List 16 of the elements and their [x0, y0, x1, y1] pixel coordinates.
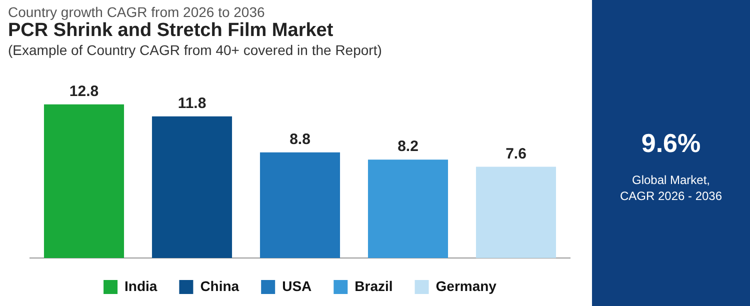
text: CAGR 2026 - 2036: [620, 189, 722, 203]
text: Country growth CAGR from 2026 to 2036: [8, 4, 265, 20]
legend-label: Brazil: [354, 278, 393, 294]
data-label: 8.8: [290, 131, 310, 148]
chart-title: PCR Shrink and Stretch Film Market: [8, 20, 334, 42]
chart-subtitle: (Example of Country CAGR from 40+ covered in the Report): [8, 42, 382, 58]
text: Global Market,: [632, 173, 710, 187]
legend-label: USA: [282, 278, 312, 294]
data-label: 8.2: [398, 138, 418, 156]
legend-label: Germany: [436, 278, 497, 294]
legend-label: China: [200, 278, 240, 294]
text: 9.6%: [640, 128, 702, 159]
data-label: 11.8: [178, 95, 206, 112]
data-label: 7.6: [506, 145, 526, 162]
data-label: 12.8: [69, 83, 99, 100]
legend-label: India: [124, 278, 158, 294]
